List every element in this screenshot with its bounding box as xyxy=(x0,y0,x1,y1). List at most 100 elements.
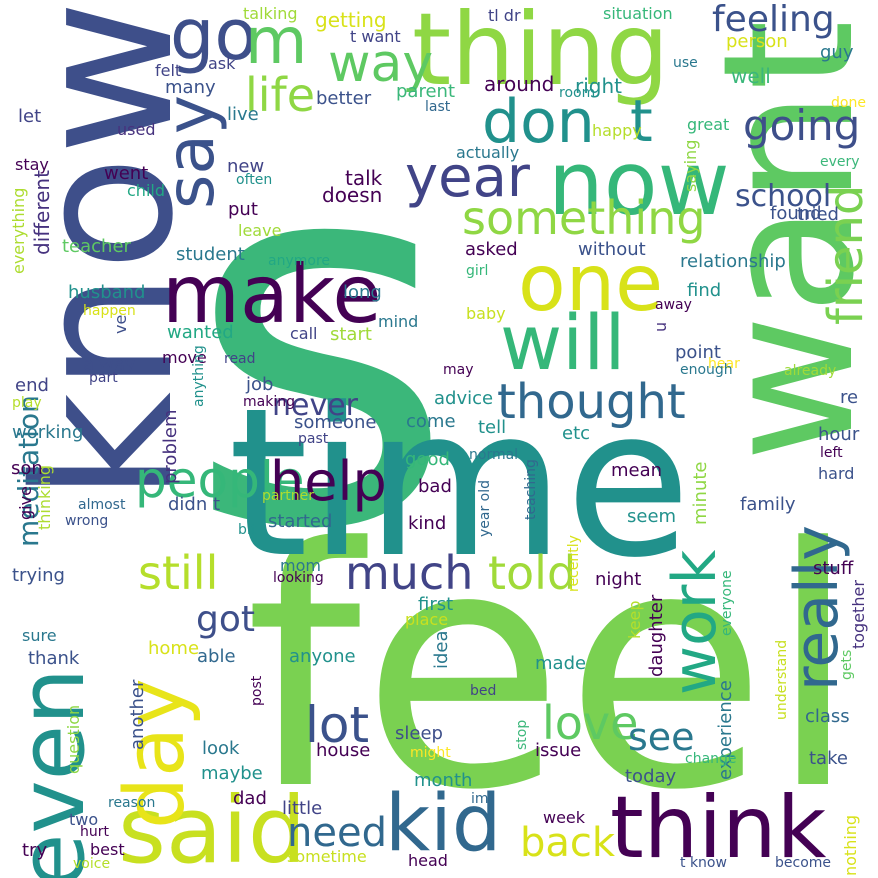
cloud-word-may: may xyxy=(443,362,474,378)
cloud-word-person: person xyxy=(726,31,788,52)
cloud-word-long: long xyxy=(343,282,382,303)
cloud-word-alway: alway xyxy=(83,354,136,375)
cloud-word-already: already xyxy=(784,363,837,379)
cloud-word-time: time xyxy=(228,365,692,603)
cloud-word-great: great xyxy=(687,115,730,134)
cloud-word-away: away xyxy=(655,297,692,313)
cloud-word-anymore: anymore xyxy=(268,253,331,269)
cloud-word-class: class xyxy=(805,706,850,727)
cloud-word-today: today xyxy=(625,766,677,787)
cloud-word-tried: tried xyxy=(797,204,839,225)
cloud-word-son: son xyxy=(11,458,43,479)
cloud-word-something: something xyxy=(462,191,706,245)
cloud-word-everything: everything xyxy=(9,188,28,275)
cloud-word-bed: bed xyxy=(470,683,497,699)
cloud-word-still: still xyxy=(138,546,219,600)
cloud-word-actually: actually xyxy=(456,143,520,162)
cloud-word-go: go xyxy=(170,0,258,76)
cloud-word-head: head xyxy=(408,851,448,870)
cloud-word-sure: sure xyxy=(22,626,57,645)
cloud-word-night: night xyxy=(595,569,642,590)
cloud-word-another: another xyxy=(127,680,148,751)
cloud-word-used: used xyxy=(117,120,156,139)
cloud-word-end: end xyxy=(15,375,49,396)
cloud-word-looking: looking xyxy=(273,570,324,586)
cloud-word-month: month xyxy=(414,770,473,791)
cloud-word-year: year xyxy=(405,145,530,210)
cloud-word-around: around xyxy=(484,72,555,96)
cloud-word-re: re xyxy=(840,387,859,408)
cloud-word-tell: tell xyxy=(478,417,507,438)
cloud-word-mom: mom xyxy=(280,556,321,575)
cloud-word-different: different xyxy=(30,170,54,255)
cloud-word-hurt: hurt xyxy=(80,824,109,840)
cloud-word-stuff: stuff xyxy=(813,558,854,579)
cloud-word-better: better xyxy=(316,88,372,109)
cloud-word-never: never xyxy=(272,388,359,423)
cloud-word-become: become xyxy=(775,855,832,871)
cloud-word-one: one xyxy=(518,239,664,329)
cloud-word-part: part xyxy=(89,370,118,386)
cloud-word-week: week xyxy=(543,808,586,827)
cloud-word-life: life xyxy=(245,68,316,122)
cloud-word-nothing: nothing xyxy=(841,815,860,877)
cloud-word-room: room xyxy=(559,85,596,101)
cloud-word-etc: etc xyxy=(562,423,591,444)
cloud-word-start: start xyxy=(330,324,372,345)
cloud-word-saying: saying xyxy=(681,140,700,193)
cloud-word-school: school xyxy=(735,179,832,214)
cloud-word-girl: girl xyxy=(466,263,489,279)
cloud-word-everyone: everyone xyxy=(719,570,735,636)
cloud-word-use: use xyxy=(673,55,698,71)
cloud-word-call: call xyxy=(290,324,318,343)
cloud-word-hear: hear xyxy=(708,356,740,372)
cloud-word-enough: enough xyxy=(680,362,733,378)
cloud-word-went: went xyxy=(104,163,149,184)
cloud-word-issue: issue xyxy=(535,740,582,761)
cloud-word-mind: mind xyxy=(378,312,419,331)
cloud-word-happen: happen xyxy=(83,303,136,319)
cloud-word-question: question xyxy=(64,705,83,775)
cloud-word-try: try xyxy=(22,840,48,861)
cloud-word-together: together xyxy=(849,580,868,649)
cloud-word-daughter: daughter xyxy=(646,595,667,678)
cloud-word-teaching: teaching xyxy=(523,459,539,520)
cloud-word-change: change xyxy=(685,751,737,767)
cloud-word-don: don xyxy=(482,87,595,157)
cloud-word-job: job xyxy=(246,374,274,395)
cloud-word-home: home xyxy=(148,638,200,659)
cloud-word-sleep: sleep xyxy=(395,723,443,744)
cloud-word-place: place xyxy=(405,610,449,629)
cloud-word-new: new xyxy=(227,156,265,177)
cloud-word-didn-t: didn t xyxy=(168,494,221,515)
cloud-word-say: say xyxy=(152,95,229,209)
cloud-word-dad: dad xyxy=(233,788,267,809)
cloud-word-let: let xyxy=(18,106,42,127)
cloud-word-really: really xyxy=(782,525,852,691)
cloud-word-maybe: maybe xyxy=(201,763,263,784)
cloud-word-found: found xyxy=(770,203,822,224)
cloud-word-thank: thank xyxy=(28,648,80,669)
cloud-word-will: will xyxy=(500,298,626,387)
cloud-word-without: without xyxy=(578,239,646,260)
cloud-word-anything: anything xyxy=(191,345,207,407)
cloud-word-told: told xyxy=(488,546,577,600)
cloud-word-normal: normal xyxy=(469,447,519,463)
cloud-word-doesn: doesn xyxy=(322,183,383,207)
cloud-word-read: read xyxy=(224,351,256,367)
cloud-word-talking: talking xyxy=(243,4,298,23)
cloud-word-partner: partner xyxy=(262,488,314,504)
cloud-word-advice: advice xyxy=(434,388,494,409)
cloud-word-minute: minute xyxy=(690,462,711,526)
cloud-word-best: best xyxy=(90,840,125,859)
cloud-word-asked: asked xyxy=(465,239,518,260)
cloud-word-voice: voice xyxy=(73,856,111,872)
cloud-word-back: back xyxy=(520,820,616,866)
cloud-word-parent: parent xyxy=(396,81,456,102)
cloud-word-bad: bad xyxy=(418,476,452,497)
cloud-word-thought: thought xyxy=(497,374,686,430)
cloud-word-work: work xyxy=(660,550,730,696)
cloud-word-going: going xyxy=(743,101,861,150)
cloud-word-relationship: relationship xyxy=(680,251,786,272)
